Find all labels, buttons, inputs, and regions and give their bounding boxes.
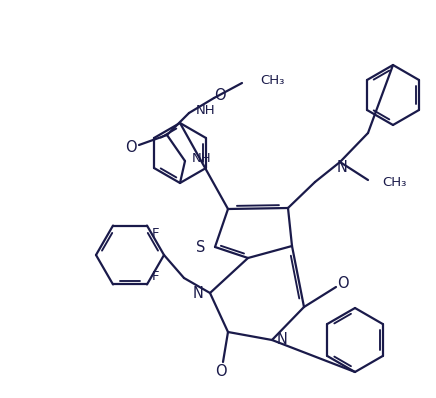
Text: NH: NH — [192, 152, 212, 164]
Text: F: F — [151, 270, 159, 283]
Text: O: O — [337, 277, 349, 291]
Text: CH₃: CH₃ — [260, 74, 284, 86]
Text: O: O — [214, 88, 226, 103]
Text: CH₃: CH₃ — [382, 176, 406, 189]
Text: N: N — [277, 332, 288, 347]
Text: N: N — [337, 160, 347, 174]
Text: O: O — [215, 363, 227, 378]
Text: S: S — [196, 240, 205, 254]
Text: NH: NH — [196, 103, 216, 117]
Text: O: O — [125, 140, 137, 156]
Text: N: N — [192, 285, 203, 300]
Text: F: F — [151, 227, 159, 240]
